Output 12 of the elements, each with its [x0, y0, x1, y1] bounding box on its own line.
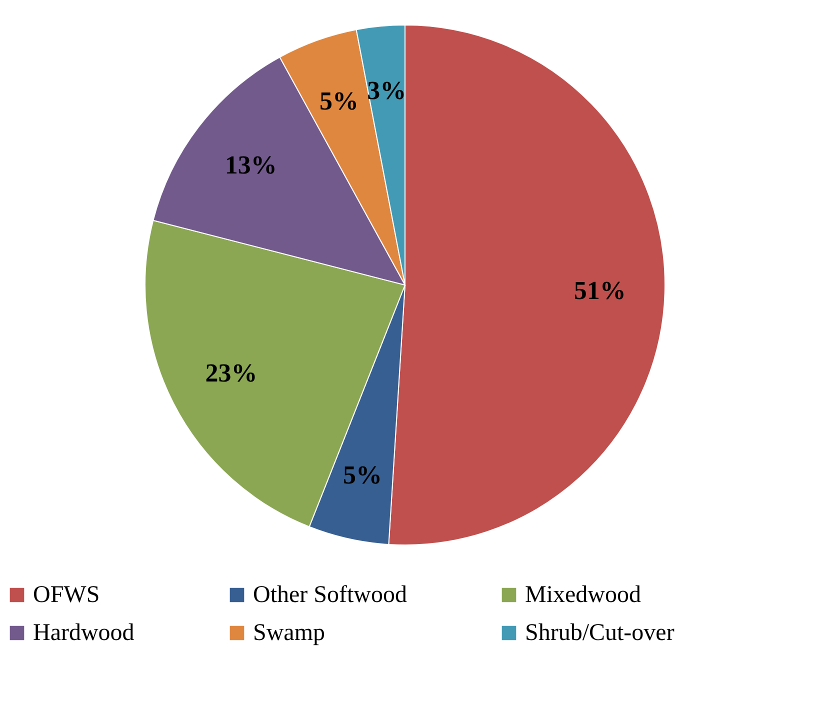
data-label: 3%	[367, 76, 406, 105]
legend-label: Mixedwood	[525, 582, 641, 608]
data-label: 5%	[319, 86, 358, 116]
data-label: 51%	[574, 276, 626, 306]
legend-label: OFWS	[33, 582, 100, 608]
data-label: 23%	[205, 358, 258, 388]
legend-label: Shrub/Cut-over	[525, 620, 674, 646]
legend-label: Hardwood	[33, 620, 134, 646]
data-label: 13%	[224, 150, 277, 180]
legend-label: Other Softwood	[253, 582, 407, 608]
data-label: 5%	[342, 460, 382, 490]
legend-label: Swamp	[253, 620, 325, 646]
